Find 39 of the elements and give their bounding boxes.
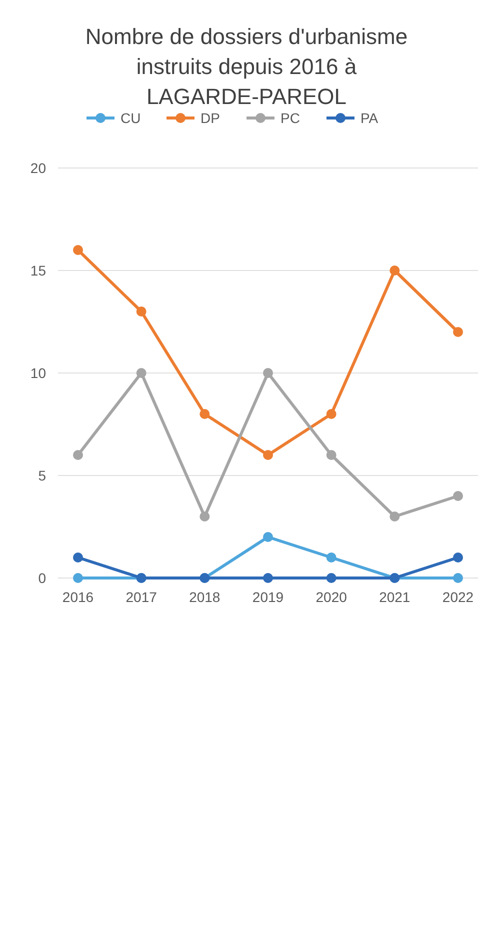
point (453, 327, 463, 337)
point (200, 512, 210, 522)
x-tick-label: 2020 (316, 589, 348, 605)
point (326, 450, 336, 460)
x-tick-label: 2021 (379, 589, 410, 605)
x-tick-label: 2016 (62, 589, 94, 605)
point (453, 573, 463, 583)
point (453, 552, 463, 562)
legend-label: PA (360, 110, 379, 126)
point (326, 573, 336, 583)
point (263, 532, 273, 542)
point (136, 368, 146, 378)
y-tick-label: 5 (38, 467, 46, 484)
x-tick-label: 2019 (252, 589, 284, 605)
legend-label: CU (120, 110, 141, 126)
y-tick-label: 10 (30, 364, 46, 381)
point (390, 512, 400, 522)
y-tick-label: 0 (38, 570, 46, 586)
point (453, 491, 463, 501)
point (326, 409, 336, 419)
point (73, 450, 83, 460)
point (390, 266, 400, 276)
legend-label: PC (280, 110, 300, 126)
x-tick-label: 2018 (189, 589, 220, 605)
point (263, 573, 273, 583)
point (263, 368, 273, 378)
legend-label: DP (200, 110, 220, 126)
point (263, 450, 273, 460)
point (73, 552, 83, 562)
y-tick-label: 20 (30, 160, 46, 176)
point (136, 306, 146, 316)
point (326, 552, 336, 562)
point (200, 409, 210, 419)
chart-title: Nombre de dossiers d'urbanisme instruits depuis 2016 à LAGARDE-PAREOL (85, 24, 408, 109)
x-tick-label: 2017 (126, 589, 158, 605)
point (73, 245, 83, 255)
point (73, 573, 83, 583)
y-tick-label: 15 (30, 262, 46, 278)
x-tick-label: 2022 (442, 589, 474, 605)
